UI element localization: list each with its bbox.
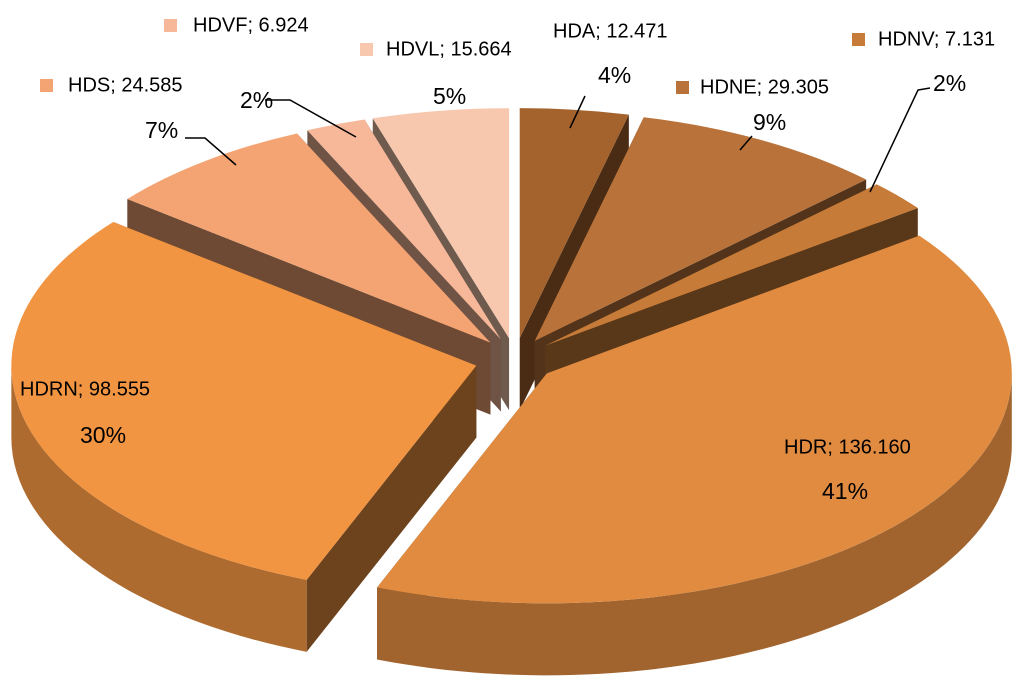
percent-label: 9% [753, 109, 786, 135]
slice-top [307, 119, 501, 340]
leader-line [739, 135, 753, 151]
data-label: HDR; 136.160 [784, 436, 911, 458]
slice-wall [306, 365, 477, 652]
slice-top [519, 108, 629, 339]
percent-label: 2% [933, 70, 966, 96]
slice [377, 235, 1012, 676]
leader-line [265, 99, 357, 138]
slice-side [377, 373, 1012, 676]
slice-top [11, 221, 477, 580]
label-marker [164, 19, 177, 32]
slice-top [127, 133, 491, 343]
label-marker [676, 81, 689, 94]
label-marker [360, 43, 373, 56]
leader-line [185, 137, 237, 166]
leader-line [869, 87, 931, 193]
slice-top [372, 108, 510, 339]
data-label: HDVF; 6.924 [193, 14, 309, 36]
data-label: HDS; 24.585 [68, 74, 183, 96]
slice-top [545, 184, 918, 346]
label-marker [852, 33, 865, 46]
percent-label: 41% [822, 478, 868, 504]
percent-label: 4% [598, 62, 631, 88]
percent-label: 5% [433, 83, 466, 109]
percent-label: 30% [80, 422, 126, 448]
data-label: HDA; 12.471 [553, 20, 668, 42]
data-label: HDRN; 98.555 [20, 378, 150, 400]
data-label: HDVL; 15.664 [386, 38, 512, 60]
label-marker [760, 441, 773, 454]
slice-top [377, 235, 1012, 604]
leader-line [569, 95, 586, 129]
slice [11, 221, 477, 652]
data-label: HDNV; 7.131 [878, 28, 995, 50]
slice-top [534, 117, 867, 341]
percent-label: 7% [145, 117, 178, 143]
label-marker [40, 79, 53, 92]
slice-side [11, 365, 307, 652]
data-label: HDNE; 29.305 [700, 76, 829, 98]
